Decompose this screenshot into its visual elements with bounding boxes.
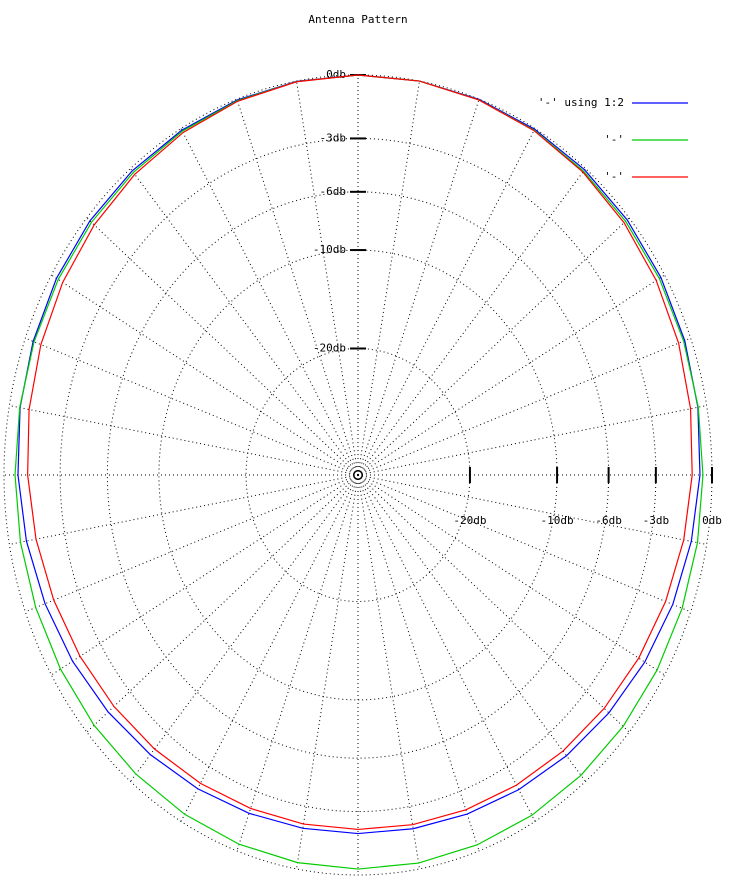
center-marker [353,470,363,480]
r-tick-label: -3db [320,131,347,144]
grid-spoke [51,274,359,476]
grid-spoke [357,474,420,870]
legend-label: '-' [604,133,624,146]
grid-spoke [9,405,359,476]
grid-spoke [25,337,359,476]
grid-spoke [357,80,420,476]
legend-label: '-' [604,170,624,183]
r-tick-label: -20db [453,514,486,527]
r-tick-label: -10db [313,243,346,256]
grid-spoke [357,474,480,852]
r-tick-label: -6db [595,514,622,527]
grid-spoke [357,168,586,476]
grid-spoke [357,274,665,476]
grid-spoke [357,217,630,476]
grid-spoke [236,474,359,852]
grid-spoke [357,337,691,476]
grid-spoke [357,128,536,476]
grid-spoke [130,168,359,476]
grid-spoke [357,474,536,822]
series-line [17,74,701,835]
grid-spoke [357,474,691,613]
series-line [27,74,693,831]
grid-spoke [296,80,359,476]
grid-spoke [357,474,630,733]
r-tick-label: -6db [320,185,347,198]
grid-spoke [357,474,665,676]
chart-title: Antenna Pattern [308,13,407,26]
grid-spoke [51,474,359,676]
grid-spoke [9,474,359,545]
r-tick-label: 0db [326,68,346,81]
r-tick-label: 0db [702,514,722,527]
grid-spoke [180,474,359,822]
grid-spoke [86,474,359,733]
grid-spoke [25,474,359,613]
grid-spoke [236,98,359,476]
r-tick-label: -10db [541,514,574,527]
grid-spoke [357,474,707,545]
grid-spoke [357,405,707,476]
legend-label: '-' using 1:2 [538,96,624,109]
grid-spoke [357,98,480,476]
grid-spoke [296,474,359,870]
grid-spoke [130,474,359,782]
grid-spoke [180,128,359,476]
r-tick-label: -20db [313,342,346,355]
r-tick-label: -3db [643,514,670,527]
